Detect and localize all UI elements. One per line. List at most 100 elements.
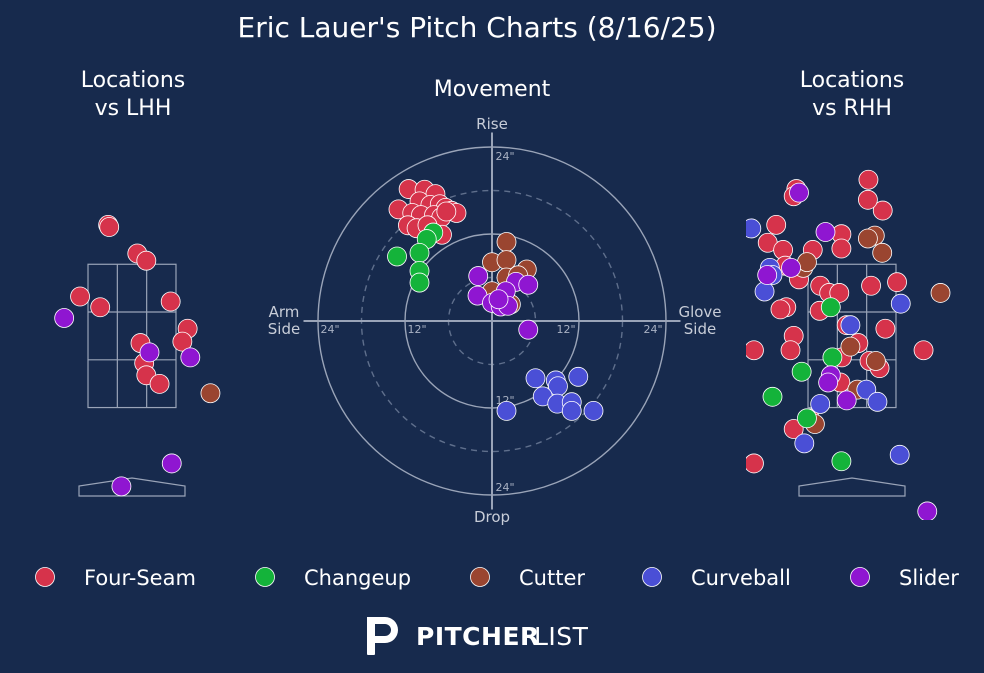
ring-label: 12" [407, 323, 426, 336]
pitch-points [54, 214, 221, 497]
logo-text-bold: PITCHER [416, 622, 540, 651]
pitch-point-slider [518, 274, 539, 295]
pitch-point-cutter [858, 228, 878, 249]
pitch-point-slider [836, 390, 857, 411]
axis-label-arm-side: Side [268, 320, 300, 338]
pitch-point-curveball [746, 218, 762, 239]
pitch-points [746, 169, 951, 520]
pitch-point-four-seam [90, 297, 111, 318]
pitch-point-four-seam [99, 217, 120, 237]
pitch-point-changeup [762, 386, 783, 407]
panel-title: Movement [434, 77, 551, 102]
pitch-point-curveball [583, 400, 604, 421]
pitch-point-four-seam [887, 272, 907, 293]
pitch-point-slider [789, 182, 809, 203]
pitch-point-slider [818, 372, 839, 393]
legend-swatch [642, 567, 662, 587]
pitch-point-slider [139, 342, 160, 363]
home-plate [798, 477, 906, 497]
logo-text-light: LIST [534, 622, 589, 651]
pitch-point-four-seam [136, 250, 157, 271]
legend-item: Cutter [470, 566, 585, 590]
legend-swatch [255, 567, 275, 587]
legend-item: Slider [850, 566, 959, 590]
pitch-point-curveball [889, 444, 910, 465]
pitch-point-curveball [810, 394, 831, 414]
ring-label: 24" [320, 323, 339, 336]
legend-label: Slider [899, 566, 959, 590]
pitch-point-cutter [840, 336, 861, 357]
panel-title-line-2: vs LHH [95, 96, 172, 121]
pitch-point-four-seam [70, 286, 90, 307]
legend-label: Cutter [519, 566, 585, 590]
pitch-point-four-seam [858, 189, 878, 210]
ring-label: 24" [495, 150, 514, 163]
legend-item: Curveball [642, 566, 791, 590]
pitch-point-four-seam [172, 331, 193, 352]
pitch-point-slider [815, 222, 836, 242]
pitch-point-four-seam [858, 169, 879, 190]
pitch-point-curveball [496, 400, 517, 421]
pitch-point-four-seam [783, 419, 804, 439]
pitch-point-changeup [409, 242, 430, 263]
pitch-point-four-seam [746, 453, 764, 474]
pitch-point-four-seam [149, 374, 170, 394]
pitch-point-curveball [754, 281, 775, 302]
pitch-point-four-seam [436, 201, 457, 222]
home-plate [78, 477, 186, 497]
pitch-point-slider [161, 453, 182, 474]
pitch-point-slider [917, 501, 938, 520]
pitch-point-cutter [930, 283, 951, 303]
pitch-point-cutter [200, 383, 221, 404]
pitch-point-cutter [865, 351, 886, 371]
legend-swatch [470, 567, 490, 587]
panel-title-line-2: vs RHH [812, 96, 892, 121]
pitch-point-changeup [822, 347, 843, 368]
pitcherlist-logo: PITCHER LIST [367, 617, 589, 655]
pitch-point-four-seam [160, 291, 181, 312]
pitch-point-curveball [568, 366, 589, 387]
pitch-point-curveball [561, 400, 582, 421]
pitch-point-slider [488, 289, 509, 310]
legend-item: Four-Seam [35, 566, 196, 590]
legend-label: Four-Seam [84, 566, 196, 590]
pitch-point-four-seam [746, 340, 764, 361]
pitch-point-four-seam [872, 200, 893, 221]
ring-label: 24" [643, 323, 662, 336]
pitch-point-four-seam [875, 318, 896, 339]
axis-label-arm: Arm [269, 303, 300, 321]
pitch-point-changeup [791, 361, 812, 382]
pitch-point-changeup [820, 297, 841, 318]
legend-swatch [850, 567, 870, 587]
pitcherlist-logo-mark [367, 617, 398, 655]
pitch-point-curveball [794, 433, 815, 454]
pitch-point-slider [54, 308, 75, 328]
pitch-point-slider [180, 347, 201, 368]
pitch-point-slider [468, 266, 489, 286]
legend-item: Changeup [255, 566, 411, 590]
figure-title: Eric Lauer's Pitch Charts (8/16/25) [238, 11, 717, 44]
pitch-point-curveball [840, 315, 861, 336]
location-chart-rhh: Locations vs RHH [746, 68, 951, 520]
axis-label-glove-side: Side [684, 320, 716, 338]
pitch-point-four-seam [913, 340, 934, 361]
pitch-point-curveball [867, 391, 888, 412]
legend-label: Changeup [304, 566, 411, 590]
pitch-point-cutter [872, 242, 893, 263]
legend-label: Curveball [691, 566, 791, 590]
pitch-point-four-seam [831, 238, 852, 259]
panel-title-line-1: Locations [81, 68, 186, 93]
ring-label: 24" [495, 481, 514, 494]
legend-swatch [35, 567, 55, 587]
pitch-point-changeup [831, 451, 852, 472]
pitch-point-changeup [387, 246, 407, 267]
pitch-point-slider [518, 319, 539, 340]
pitch-point-curveball [890, 293, 911, 314]
legend: Four-Seam Changeup Cutter Curveball Slider [35, 566, 959, 590]
pitch-point-four-seam [766, 214, 787, 235]
pitch-point-four-seam [770, 299, 791, 320]
pitch-point-slider [111, 476, 132, 497]
pitch-point-changeup [797, 408, 817, 429]
pitch-point-slider [781, 257, 801, 278]
